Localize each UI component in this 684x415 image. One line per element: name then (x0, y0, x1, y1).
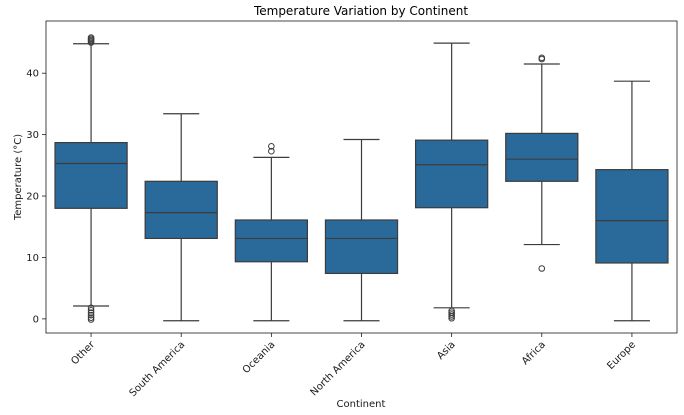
x-axis-label: Continent (337, 399, 386, 410)
outlier-point (87, 39, 95, 46)
y-tick-label: 10 (26, 253, 39, 264)
outlier-point (87, 309, 95, 317)
box-south-america (144, 180, 218, 240)
y-axis-label: Temperature (°C) (13, 134, 24, 221)
outlier-point (87, 314, 95, 321)
y-tick-label: 40 (26, 69, 39, 80)
outlier-point (87, 304, 95, 312)
box-oceania (234, 219, 309, 263)
y-tick-label: 30 (26, 130, 39, 141)
x-tick-label: Other (69, 339, 97, 367)
x-tick-label: Oceania (241, 339, 278, 376)
plot-area: 0 10 20 30 40 Other South America Oceania North … (26, 20, 678, 399)
y-tick-label: 20 (26, 192, 39, 203)
outlier-point (538, 265, 546, 272)
x-tick-label: South America (128, 339, 188, 399)
outlier-point (268, 147, 275, 155)
outlier-point (87, 311, 95, 319)
box-other (54, 142, 128, 209)
outlier-point (448, 314, 455, 322)
x-tick-label: Asia (435, 339, 458, 362)
outlier-point (87, 316, 95, 323)
box-asia (414, 139, 489, 209)
box-europe (595, 169, 669, 264)
box-africa (505, 132, 579, 182)
x-tick-label: Africa (520, 339, 548, 367)
plot-frame (45, 20, 678, 334)
outlier-point (448, 313, 455, 320)
box-north-america (324, 219, 399, 275)
outlier-point (87, 306, 95, 314)
x-tick-label: Europe (605, 339, 638, 372)
x-tick-label: North America (309, 339, 368, 398)
outlier-point (538, 54, 546, 62)
outlier-point (448, 311, 455, 318)
outlier-point (268, 142, 275, 150)
y-tick-label: 0 (33, 314, 39, 325)
chart-title: Temperature Variation by Continent (253, 4, 468, 18)
